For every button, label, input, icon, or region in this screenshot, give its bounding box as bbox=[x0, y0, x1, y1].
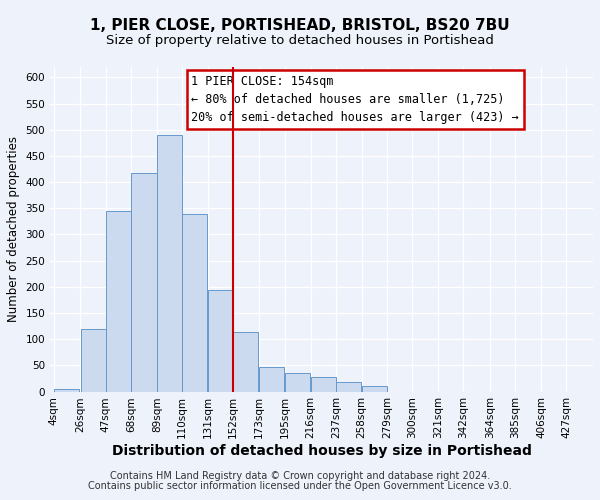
Bar bbox=[157, 135, 182, 392]
Text: 1, PIER CLOSE, PORTISHEAD, BRISTOL, BS20 7BU: 1, PIER CLOSE, PORTISHEAD, BRISTOL, BS20… bbox=[90, 18, 510, 32]
Bar bbox=[208, 290, 233, 392]
Bar bbox=[362, 386, 387, 392]
X-axis label: Distribution of detached houses by size in Portishead: Distribution of detached houses by size … bbox=[112, 444, 532, 458]
Bar bbox=[131, 172, 157, 392]
Text: Contains public sector information licensed under the Open Government Licence v3: Contains public sector information licen… bbox=[88, 481, 512, 491]
Text: Contains HM Land Registry data © Crown copyright and database right 2024.: Contains HM Land Registry data © Crown c… bbox=[110, 471, 490, 481]
Bar bbox=[182, 214, 208, 392]
Text: 1 PIER CLOSE: 154sqm
← 80% of detached houses are smaller (1,725)
20% of semi-de: 1 PIER CLOSE: 154sqm ← 80% of detached h… bbox=[191, 75, 519, 124]
Bar bbox=[259, 367, 284, 392]
Y-axis label: Number of detached properties: Number of detached properties bbox=[7, 136, 20, 322]
Bar bbox=[80, 328, 106, 392]
Bar bbox=[311, 378, 336, 392]
Bar bbox=[54, 389, 79, 392]
Bar bbox=[106, 211, 131, 392]
Bar bbox=[233, 332, 259, 392]
Bar bbox=[337, 382, 361, 392]
Text: Size of property relative to detached houses in Portishead: Size of property relative to detached ho… bbox=[106, 34, 494, 47]
Bar bbox=[286, 373, 310, 392]
